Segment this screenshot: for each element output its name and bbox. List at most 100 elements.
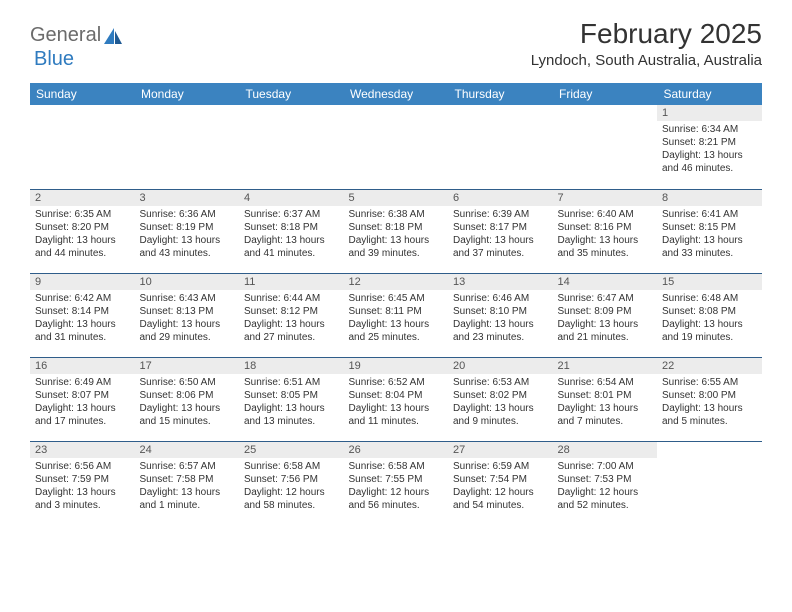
day-number: 11 (239, 274, 344, 290)
daylight-text: Daylight: 13 hours and 7 minutes. (558, 402, 653, 428)
day-number: 23 (30, 442, 135, 458)
calendar-head: SundayMondayTuesdayWednesdayThursdayFrid… (30, 83, 762, 105)
calendar-row: 23Sunrise: 6:56 AMSunset: 7:59 PMDayligh… (30, 441, 762, 525)
sunrise-text: Sunrise: 6:34 AM (662, 123, 757, 136)
day-body: Sunrise: 6:35 AMSunset: 8:20 PMDaylight:… (30, 206, 135, 264)
day-body: Sunrise: 6:39 AMSunset: 8:17 PMDaylight:… (448, 206, 553, 264)
sunset-text: Sunset: 7:59 PM (35, 473, 130, 486)
calendar-cell: 23 Sunrise: 6:56 AMSunset: 7:59 PMDayligh… (30, 441, 135, 525)
day-number: 25 (239, 442, 344, 458)
day-body: Sunrise: 6:40 AMSunset: 8:16 PMDaylight:… (553, 206, 658, 264)
sunset-text: Sunset: 8:07 PM (35, 389, 130, 402)
day-number: 3 (135, 190, 240, 206)
sunset-text: Sunset: 8:10 PM (453, 305, 548, 318)
day-body: Sunrise: 6:41 AMSunset: 8:15 PMDaylight:… (657, 206, 762, 264)
sunrise-text: Sunrise: 6:45 AM (349, 292, 444, 305)
sunrise-text: Sunrise: 6:49 AM (35, 376, 130, 389)
day-number: 22 (657, 358, 762, 374)
calendar-cell: 25Sunrise: 6:58 AMSunset: 7:56 PMDayligh… (239, 441, 344, 525)
daylight-text: Daylight: 13 hours and 3 minutes. (35, 486, 130, 512)
sunset-text: Sunset: 7:56 PM (244, 473, 339, 486)
sunrise-text: Sunrise: 6:46 AM (453, 292, 548, 305)
day-body: Sunrise: 6:44 AMSunset: 8:12 PMDaylight:… (239, 290, 344, 348)
sunset-text: Sunset: 8:17 PM (453, 221, 548, 234)
sunrise-text: Sunrise: 6:58 AM (244, 460, 339, 473)
day-body: Sunrise: 7:00 AMSunset: 7:53 PMDaylight:… (553, 458, 658, 516)
day-number: 7 (553, 190, 658, 206)
sunset-text: Sunset: 8:15 PM (662, 221, 757, 234)
sunrise-text: Sunrise: 6:54 AM (558, 376, 653, 389)
day-body: Sunrise: 6:55 AMSunset: 8:00 PMDaylight:… (657, 374, 762, 432)
day-body: Sunrise: 6:47 AMSunset: 8:09 PMDaylight:… (553, 290, 658, 348)
day-number: 20 (448, 358, 553, 374)
sunset-text: Sunset: 8:20 PM (35, 221, 130, 234)
calendar-cell: 9Sunrise: 6:42 AMSunset: 8:14 PMDaylight… (30, 273, 135, 357)
day-number: 28 (553, 442, 658, 458)
sunset-text: Sunset: 7:54 PM (453, 473, 548, 486)
day-body: Sunrise: 6:50 AMSunset: 8:06 PMDaylight:… (135, 374, 240, 432)
day-body: Sunrise: 6:57 AMSunset: 7:58 PMDaylight:… (135, 458, 240, 516)
day-body: Sunrise: 6:51 AMSunset: 8:05 PMDaylight:… (239, 374, 344, 432)
day-number: 17 (135, 358, 240, 374)
daylight-text: Daylight: 13 hours and 21 minutes. (558, 318, 653, 344)
sunset-text: Sunset: 7:55 PM (349, 473, 444, 486)
calendar-cell: 21Sunrise: 6:54 AMSunset: 8:01 PMDayligh… (553, 357, 658, 441)
header: General February 2025 Lyndoch, South Aus… (0, 0, 792, 75)
day-body: Sunrise: 6:46 AMSunset: 8:10 PMDaylight:… (448, 290, 553, 348)
day-number: 5 (344, 190, 449, 206)
sunset-text: Sunset: 8:16 PM (558, 221, 653, 234)
daylight-text: Daylight: 13 hours and 9 minutes. (453, 402, 548, 428)
day-body: Sunrise: 6:59 AMSunset: 7:54 PMDaylight:… (448, 458, 553, 516)
sunset-text: Sunset: 8:19 PM (140, 221, 235, 234)
calendar-cell: 19Sunrise: 6:52 AMSunset: 8:04 PMDayligh… (344, 357, 449, 441)
sunrise-text: Sunrise: 6:35 AM (35, 208, 130, 221)
daylight-text: Daylight: 12 hours and 52 minutes. (558, 486, 653, 512)
calendar-cell: 24Sunrise: 6:57 AMSunset: 7:58 PMDayligh… (135, 441, 240, 525)
logo-blue-row: Blue (34, 48, 74, 71)
sunset-text: Sunset: 8:18 PM (349, 221, 444, 234)
sunset-text: Sunset: 8:18 PM (244, 221, 339, 234)
sunset-text: Sunset: 8:02 PM (453, 389, 548, 402)
daylight-text: Daylight: 13 hours and 39 minutes. (349, 234, 444, 260)
daylight-text: Daylight: 13 hours and 43 minutes. (140, 234, 235, 260)
day-number: 15 (657, 274, 762, 290)
calendar-cell: 18Sunrise: 6:51 AMSunset: 8:05 PMDayligh… (239, 357, 344, 441)
calendar-cell (30, 105, 135, 189)
sunset-text: Sunset: 8:04 PM (349, 389, 444, 402)
sunrise-text: Sunrise: 6:59 AM (453, 460, 548, 473)
sunrise-text: Sunrise: 6:51 AM (244, 376, 339, 389)
sunset-text: Sunset: 8:00 PM (662, 389, 757, 402)
day-number: 13 (448, 274, 553, 290)
calendar-cell: 16Sunrise: 6:49 AMSunset: 8:07 PMDayligh… (30, 357, 135, 441)
calendar-cell: 26Sunrise: 6:58 AMSunset: 7:55 PMDayligh… (344, 441, 449, 525)
sunset-text: Sunset: 7:53 PM (558, 473, 653, 486)
sunset-text: Sunset: 8:12 PM (244, 305, 339, 318)
day-body: Sunrise: 6:36 AMSunset: 8:19 PMDaylight:… (135, 206, 240, 264)
calendar-cell: 13Sunrise: 6:46 AMSunset: 8:10 PMDayligh… (448, 273, 553, 357)
calendar-cell: 27Sunrise: 6:59 AMSunset: 7:54 PMDayligh… (448, 441, 553, 525)
day-number: 4 (239, 190, 344, 206)
sunrise-text: Sunrise: 6:53 AM (453, 376, 548, 389)
sunrise-text: Sunrise: 6:58 AM (349, 460, 444, 473)
month-title: February 2025 (531, 18, 762, 50)
sunrise-text: Sunrise: 6:56 AM (35, 460, 130, 473)
day-body: Sunrise: 6:38 AMSunset: 8:18 PMDaylight:… (344, 206, 449, 264)
calendar-cell: 11Sunrise: 6:44 AMSunset: 8:12 PMDayligh… (239, 273, 344, 357)
day-number: 1 (657, 105, 762, 121)
day-number: 14 (553, 274, 658, 290)
day-number: 24 (135, 442, 240, 458)
day-body: Sunrise: 6:54 AMSunset: 8:01 PMDaylight:… (553, 374, 658, 432)
calendar-cell: 5Sunrise: 6:38 AMSunset: 8:18 PMDaylight… (344, 189, 449, 273)
weekday-header: Sunday (30, 83, 135, 105)
day-number: 26 (344, 442, 449, 458)
sunrise-text: Sunrise: 7:00 AM (558, 460, 653, 473)
calendar-cell: 14Sunrise: 6:47 AMSunset: 8:09 PMDayligh… (553, 273, 658, 357)
location: Lyndoch, South Australia, Australia (531, 52, 762, 69)
calendar-cell: 7Sunrise: 6:40 AMSunset: 8:16 PMDaylight… (553, 189, 658, 273)
day-body: Sunrise: 6:53 AMSunset: 8:02 PMDaylight:… (448, 374, 553, 432)
calendar-row: 2Sunrise: 6:35 AMSunset: 8:20 PMDaylight… (30, 189, 762, 273)
sunrise-text: Sunrise: 6:38 AM (349, 208, 444, 221)
daylight-text: Daylight: 13 hours and 19 minutes. (662, 318, 757, 344)
sunrise-text: Sunrise: 6:48 AM (662, 292, 757, 305)
calendar-row: 16Sunrise: 6:49 AMSunset: 8:07 PMDayligh… (30, 357, 762, 441)
